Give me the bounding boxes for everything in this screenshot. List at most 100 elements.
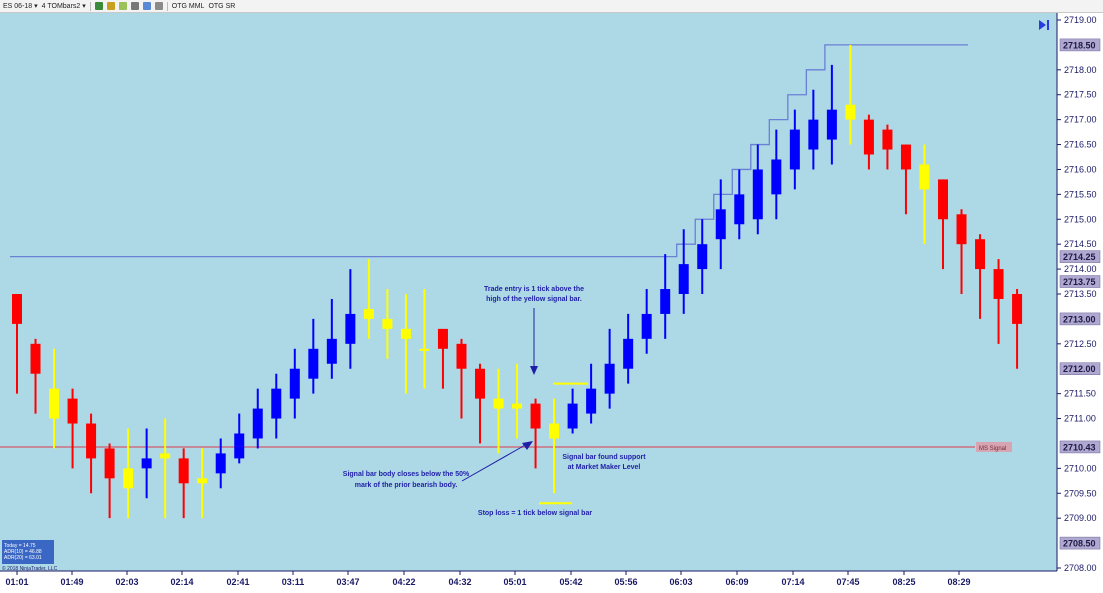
candle-body	[1012, 294, 1023, 324]
level-tag	[1059, 275, 1101, 288]
x-tick-label: 08:29	[947, 577, 970, 587]
annotation-entry-line1: Trade entry is 1 tick above the	[484, 286, 584, 293]
pencil-icon[interactable]	[118, 2, 127, 10]
x-tick-label: 05:01	[503, 577, 526, 587]
x-tick-label: 01:49	[60, 577, 83, 587]
candle-body	[660, 289, 671, 314]
entry-arrowhead	[530, 366, 538, 375]
level-tag-label: 2713.75	[1063, 277, 1096, 287]
candle-body	[252, 408, 263, 439]
x-tick-label: 04:22	[392, 577, 415, 587]
candle-body	[493, 398, 504, 409]
level-tag	[1059, 38, 1101, 52]
annotation-entry-line2: high of the yellow signal bar.	[486, 296, 582, 303]
axis-labels: 2719.00 2718.00 2717.50 2717.00 2716.50 2716.…	[5, 15, 1101, 587]
candle-body	[30, 343, 41, 374]
annotation-support-line1: Signal bar found support	[562, 454, 646, 461]
candle-body	[456, 343, 467, 369]
crosshair-icon[interactable]	[130, 2, 139, 10]
candle-body	[86, 423, 97, 459]
y-tick-label: 2708.00	[1064, 563, 1097, 573]
candle-body	[641, 313, 652, 339]
candle-body	[808, 119, 819, 150]
candle-body	[197, 478, 208, 484]
candle-body	[845, 104, 856, 120]
annotation-stop: Stop loss = 1 tick below signal bar	[478, 510, 592, 517]
level-tag-label: 2712.00	[1063, 364, 1096, 374]
candle-body	[586, 388, 597, 414]
toolbar-separator	[166, 1, 168, 11]
instrument-selector[interactable]: ES 06-18 ▾	[3, 2, 38, 11]
y-tick-label: 2713.50	[1064, 289, 1097, 299]
y-tick-label: 2715.50	[1064, 189, 1097, 199]
x-tick-label: 01:01	[5, 577, 28, 587]
candle-body	[271, 388, 282, 419]
bar-type-selector[interactable]: 4 TOMbars2 ▾	[41, 2, 86, 11]
indicator-otg-sr[interactable]: OTG SR	[208, 2, 236, 10]
sr-step-line	[628, 44, 968, 258]
y-tick-label: 2716.50	[1064, 140, 1097, 150]
candle-body	[67, 398, 78, 424]
candle-body	[771, 159, 782, 195]
y-tick-label: 2709.50	[1064, 488, 1097, 498]
candle-body	[549, 423, 560, 439]
candle-body	[919, 164, 930, 190]
instrument-label: ES 06-18	[3, 2, 33, 10]
price-axis	[1057, 13, 1103, 593]
time-axis	[0, 571, 1057, 593]
candle-body	[215, 453, 226, 474]
candle-body	[734, 194, 745, 225]
candle-body	[326, 338, 337, 364]
y-tick-label: 2715.00	[1064, 214, 1097, 224]
level-lines: MS Signal	[0, 44, 1012, 505]
plot-area	[0, 13, 1057, 571]
candle-body	[49, 388, 60, 419]
level-tag	[1059, 536, 1101, 550]
stats-box-bg	[2, 540, 54, 564]
x-tick-label: 06:03	[669, 577, 692, 587]
indicator-otg-mml[interactable]: OTG MML	[171, 2, 205, 10]
x-tick-label: 06:09	[725, 577, 748, 587]
y-tick-label: 2711.50	[1064, 389, 1096, 399]
candle-body	[104, 448, 115, 479]
price-chart[interactable]: MS Signal Trade entry is 1 tick above th…	[0, 13, 1103, 593]
level-tag	[1059, 312, 1101, 326]
y-tick-label: 2711.00	[1064, 414, 1096, 424]
candle-body	[678, 264, 689, 294]
stat-adr20: ADR(20) = 63.01	[4, 555, 42, 561]
mm-signal-label: MS Signal	[979, 446, 1006, 452]
x-tick-label: 05:42	[559, 577, 582, 587]
candle-body	[234, 433, 245, 459]
candle-body	[475, 368, 485, 399]
candle-body	[715, 209, 726, 240]
candle-body	[752, 169, 763, 220]
candle-body	[12, 294, 22, 324]
candle-body	[530, 403, 541, 429]
close-arrowhead	[522, 441, 533, 450]
y-tick-label: 2710.00	[1064, 463, 1097, 473]
candle-body	[623, 338, 634, 369]
bar-type-label: 4 TOMbars2	[41, 2, 81, 10]
y-tick-label: 2714.00	[1064, 264, 1097, 274]
candle-body	[308, 348, 319, 379]
zoom-icon[interactable]	[142, 2, 151, 10]
annotation-close-line2: mark of the prior bearish body.	[355, 482, 458, 489]
draw-line-icon[interactable]	[106, 2, 115, 10]
candle-body	[178, 458, 189, 484]
level-tag	[1059, 250, 1101, 263]
candle-body	[567, 403, 578, 429]
candle-body	[141, 458, 152, 469]
scroll-right-button[interactable]	[1039, 20, 1049, 30]
y-tick-label: 2714.50	[1064, 239, 1097, 249]
chart-type-icon[interactable]	[94, 2, 103, 10]
candle-body	[437, 328, 448, 349]
candle-body	[938, 179, 948, 220]
mm-signal-tag	[976, 441, 1012, 452]
properties-icon[interactable]	[154, 2, 163, 10]
candle-body	[882, 129, 893, 150]
x-tick-label: 03:47	[336, 577, 359, 587]
candle-body	[697, 244, 708, 270]
x-tick-label: 03:11	[282, 577, 305, 587]
annotations: Trade entry is 1 tick above the high of t…	[343, 286, 646, 517]
annotation-close-line1: Signal bar body closes below the 50%	[343, 471, 470, 478]
